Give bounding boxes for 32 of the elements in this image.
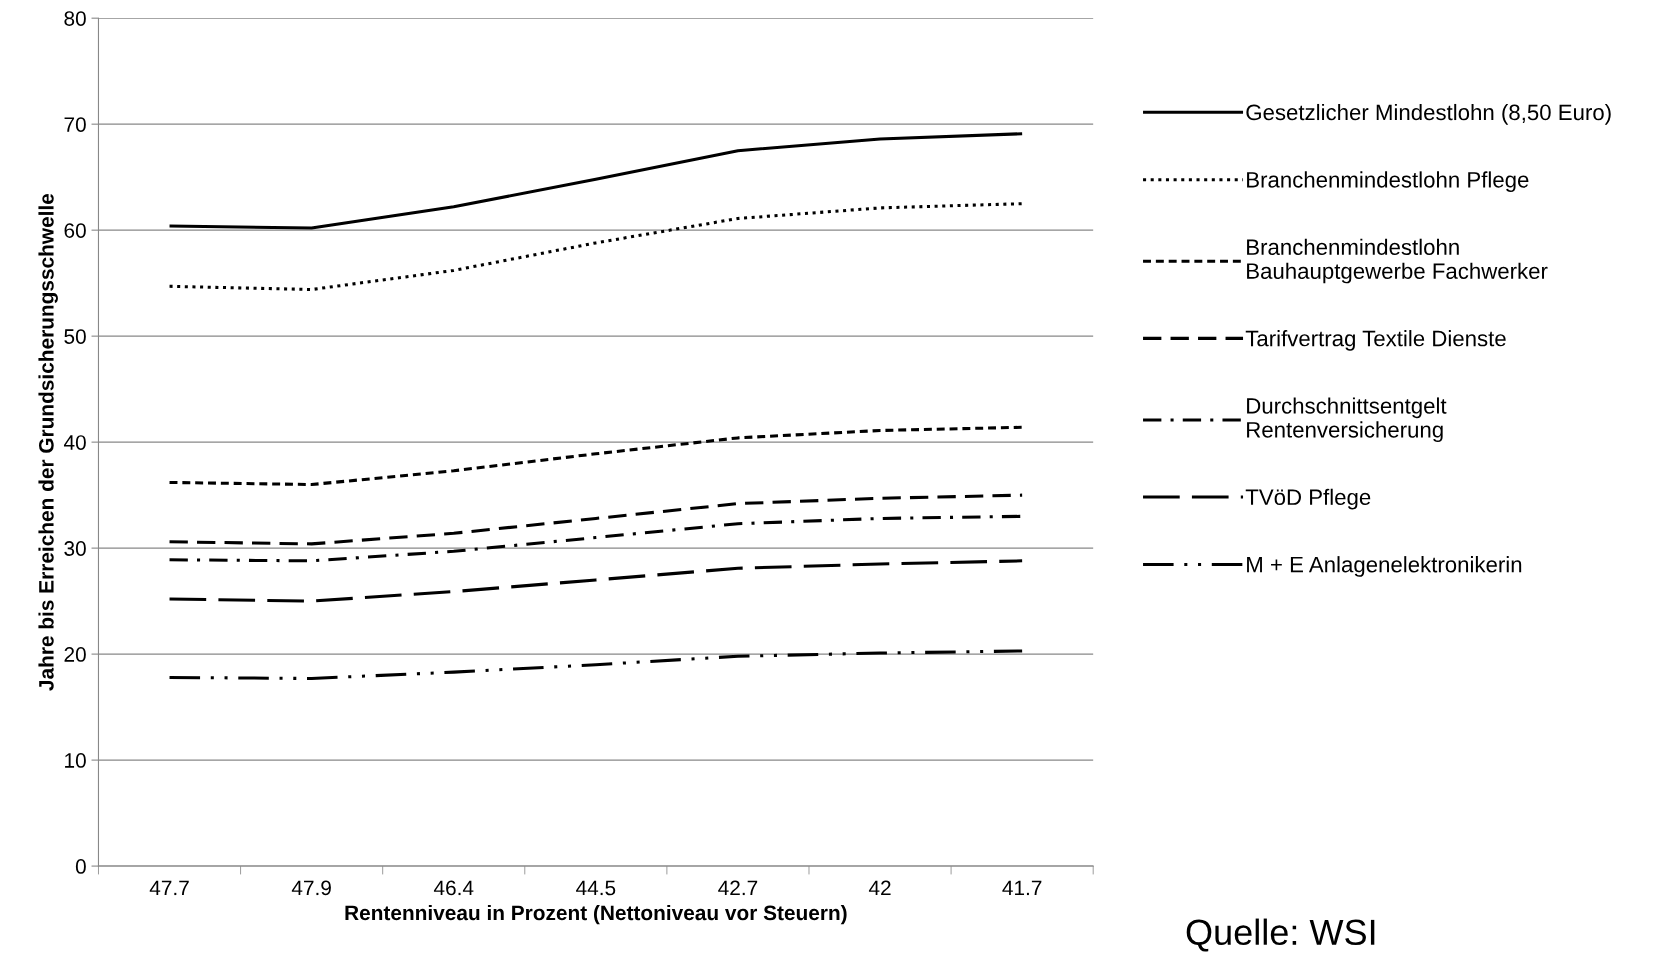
x-tick-label: 41.7	[1002, 880, 1042, 896]
legend-label: Tarifvertrag Textile Dienste	[1245, 330, 1506, 351]
x-tick-label: 47.9	[291, 880, 331, 896]
y-tick-label: 50	[64, 329, 86, 344]
line-series	[167, 425, 1024, 487]
y-tick-label: 20	[64, 647, 86, 662]
x-axis-title: Rentenniveau in Prozent (Nettoniveau vor Steuern)	[345, 904, 847, 925]
legend-label: TVöD Pflege	[1245, 488, 1371, 510]
y-tick-label: 0	[75, 859, 86, 874]
source-note: Quelle: WSI	[1186, 918, 1375, 952]
line-series	[167, 493, 1024, 546]
x-tick-label: 42.7	[718, 880, 758, 896]
x-tick-label: 42	[868, 880, 891, 896]
line-series	[167, 559, 1024, 603]
y-tick-label: 60	[64, 223, 86, 238]
x-tick-label: 47.7	[149, 880, 189, 896]
legend-label: Gesetzlicher Mindestlohn (8,50 Euro)	[1246, 103, 1611, 125]
x-tick-label: 44.5	[576, 880, 616, 896]
legend-label: Durchschnittsentgelt Rentenversicherung	[1247, 397, 1447, 443]
line-series	[167, 202, 1024, 292]
x-tick-label: 46.4	[433, 880, 474, 896]
line-series	[167, 649, 1024, 681]
legend-label: M + E Anlagenelektronikerin	[1247, 556, 1522, 577]
y-tick-label: 10	[65, 753, 86, 768]
line-series	[167, 132, 1024, 230]
legend-label: Branchenmindestlohn Bauhauptgewerbe Fachwerker	[1247, 238, 1548, 284]
y-tick-label: 70	[64, 117, 86, 132]
y-tick-label: 40	[63, 435, 86, 450]
y-tick-label: 30	[64, 541, 86, 556]
y-axis-title: Jahre bis Erreichen der Grundsicherungsschwelle	[38, 193, 58, 691]
y-tick-label: 80	[64, 11, 86, 26]
legend-label: Branchenmindestlohn Pflege	[1247, 171, 1529, 193]
